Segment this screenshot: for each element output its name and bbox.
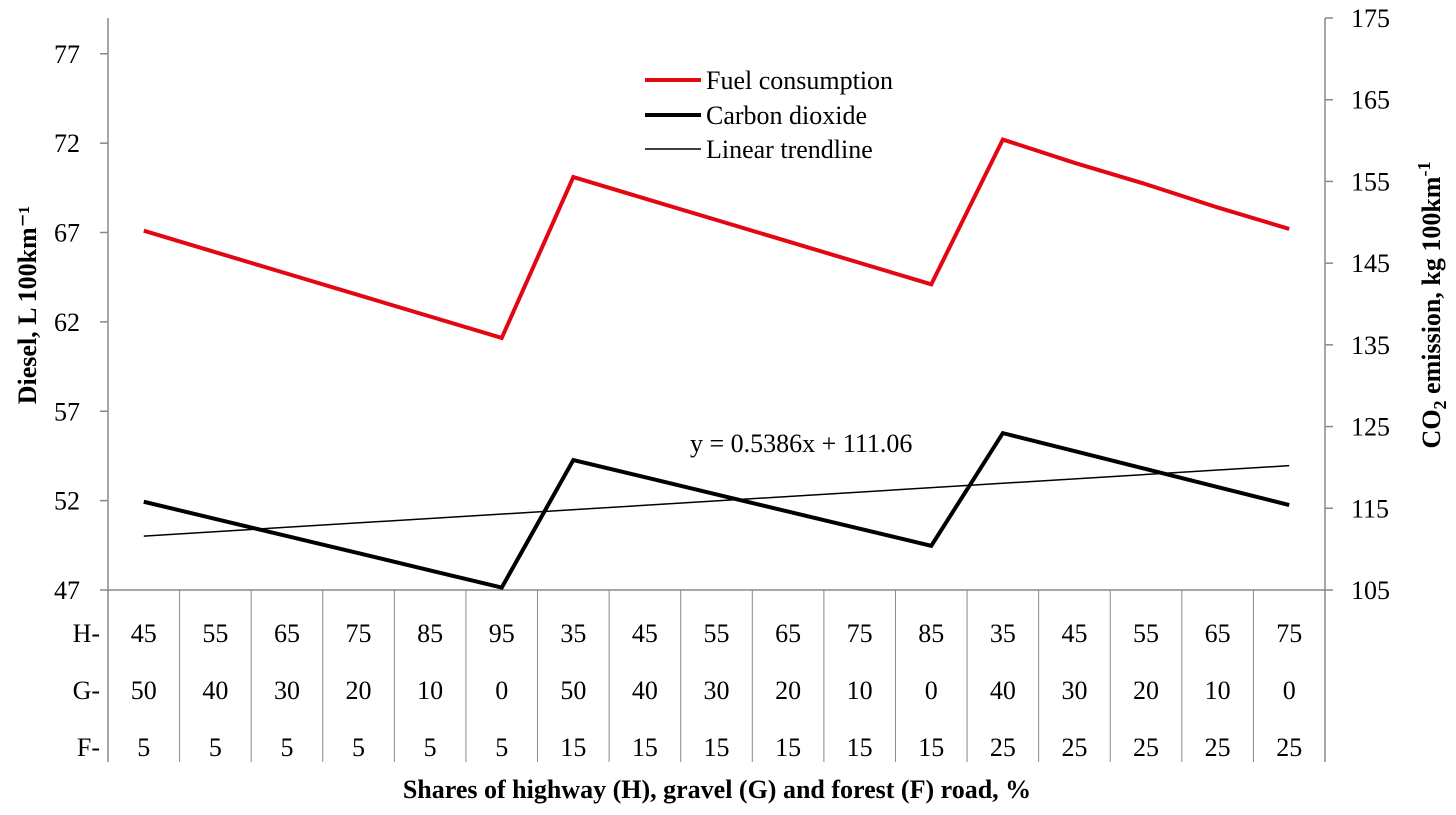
legend: Fuel consumption Carbon dioxide Linear t… [645, 66, 893, 164]
table-cell: 5 [424, 733, 437, 762]
legend-label-fuel: Fuel consumption [706, 66, 893, 95]
table-cell: 55 [1133, 619, 1159, 648]
table-cell: 10 [417, 676, 443, 705]
right-axis-title-sup: -1 [1414, 162, 1434, 177]
table-cell: 15 [775, 733, 801, 762]
table-cell: 10 [1205, 676, 1231, 705]
series-group [143, 137, 1290, 590]
table-cell: 10 [847, 676, 873, 705]
table-cell: 75 [346, 619, 372, 648]
table-cell: 20 [775, 676, 801, 705]
left-axis-title: Diesel, L 100km⁻¹ [13, 206, 42, 404]
table-cell: 65 [775, 619, 801, 648]
table-cell: 25 [1061, 733, 1087, 762]
series-trendline [143, 464, 1290, 537]
table-cell: 65 [1205, 619, 1231, 648]
table-cell: 15 [632, 733, 658, 762]
table-cell: 40 [990, 676, 1016, 705]
table-cell: 55 [202, 619, 228, 648]
table-cell: 45 [131, 619, 157, 648]
table-cell: 95 [489, 619, 515, 648]
table-cell: 5 [495, 733, 508, 762]
right-axis-ticks: 105 115 125 135 145 155 165 175 [1325, 4, 1390, 605]
right-tick-label: 165 [1351, 86, 1390, 115]
table-cell: 75 [1276, 619, 1302, 648]
right-tick-label: 105 [1351, 576, 1390, 605]
table-cell: 55 [704, 619, 730, 648]
table-cell: 25 [1133, 733, 1159, 762]
left-tick-label: 57 [54, 397, 80, 426]
right-tick-label: 135 [1351, 331, 1390, 360]
table-cell: 50 [131, 676, 157, 705]
table-cell: 85 [918, 619, 944, 648]
left-axis-ticks: 47 52 57 62 67 72 77 [54, 40, 108, 605]
table-cell: 5 [137, 733, 150, 762]
table-cell: 65 [274, 619, 300, 648]
right-axis-title-sub: 2 [1430, 400, 1450, 409]
table-cell: 50 [560, 676, 586, 705]
table-cell: 15 [847, 733, 873, 762]
table-cell: 45 [632, 619, 658, 648]
table-cell: 0 [495, 676, 508, 705]
table-cell: 25 [1276, 733, 1302, 762]
left-tick-label: 62 [54, 308, 80, 337]
table-cell: 5 [209, 733, 222, 762]
right-axis-title-mid: emission, kg 100km [1417, 176, 1446, 400]
table-cell: 40 [632, 676, 658, 705]
table-cell: 20 [1133, 676, 1159, 705]
left-tick-label: 52 [54, 487, 80, 516]
right-tick-label: 125 [1351, 413, 1390, 442]
right-tick-label: 145 [1351, 249, 1390, 278]
table-cell: 15 [560, 733, 586, 762]
x-axis-title: Shares of highway (H), gravel (G) and fo… [403, 775, 1031, 804]
table-row-label: G- [73, 676, 100, 705]
right-axis-title-pre: CO [1417, 409, 1446, 448]
left-tick-label: 72 [54, 129, 80, 158]
table-cell: 20 [346, 676, 372, 705]
right-tick-label: 155 [1351, 167, 1390, 196]
table-cell: 35 [560, 619, 586, 648]
table-cell: 30 [704, 676, 730, 705]
legend-label-co2: Carbon dioxide [706, 101, 867, 130]
table-cell: 45 [1061, 619, 1087, 648]
table-cell: 75 [847, 619, 873, 648]
plot-frame [107, 18, 1326, 762]
left-tick-label: 67 [54, 219, 80, 248]
table-cell: 0 [925, 676, 938, 705]
table-cell: 40 [202, 676, 228, 705]
table-row-label: H- [73, 619, 100, 648]
table-cell: 15 [918, 733, 944, 762]
series-fuel-consumption [143, 137, 1290, 341]
legend-label-trendline: Linear trendline [706, 135, 873, 164]
left-tick-label: 77 [54, 40, 80, 69]
table-cell: 5 [352, 733, 365, 762]
table-cell: 0 [1283, 676, 1296, 705]
table-cell: 35 [990, 619, 1016, 648]
table-cell: 25 [990, 733, 1016, 762]
right-tick-label: 175 [1351, 4, 1390, 33]
left-tick-label: 47 [54, 576, 80, 605]
right-axis-title: CO2 emission, kg 100km-1 [1414, 162, 1450, 449]
series-carbon-dioxide [143, 430, 1290, 590]
right-tick-label: 115 [1351, 494, 1389, 523]
table-cell: 85 [417, 619, 443, 648]
table-row-label: F- [77, 733, 100, 762]
table-cell: 15 [704, 733, 730, 762]
table-cell: 30 [274, 676, 300, 705]
trendline-equation-label: y = 0.5386x + 111.06 [690, 429, 912, 458]
x-axis-table: H- 45 55 65 75 85 95 35 45 55 65 75 85 35 45 55 65 75G- 50… [73, 619, 1303, 762]
table-cell: 25 [1205, 733, 1231, 762]
table-cell: 5 [280, 733, 293, 762]
table-cell: 30 [1061, 676, 1087, 705]
